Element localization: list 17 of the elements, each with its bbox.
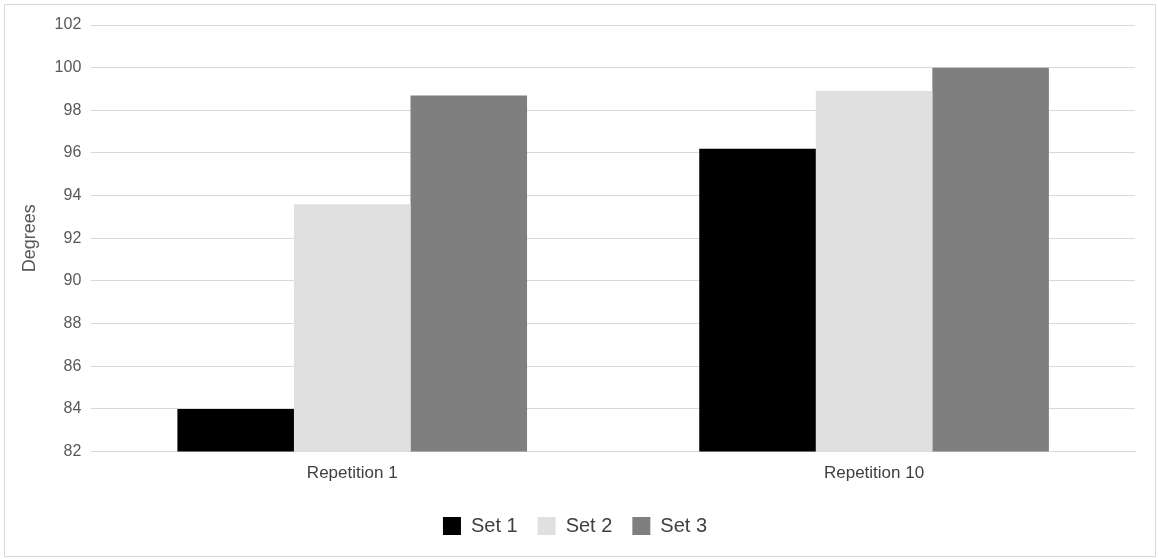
y-tick-label: 92	[63, 228, 82, 246]
legend-label: Set 2	[565, 513, 613, 536]
y-tick-label: 86	[63, 356, 82, 374]
legend-label: Set 1	[470, 513, 518, 536]
y-tick-label: 100	[54, 58, 82, 76]
y-tick-label: 82	[63, 442, 82, 460]
y-tick-label: 94	[63, 186, 82, 204]
y-tick-label: 96	[63, 143, 82, 161]
x-tick-label: Repetition 1	[306, 463, 398, 483]
y-tick-label: 98	[63, 100, 82, 118]
x-tick-label: Repetition 10	[823, 463, 925, 483]
y-axis-title: Degrees	[18, 204, 39, 273]
y-tick-label: 90	[63, 271, 82, 289]
y-tick-label: 88	[63, 314, 82, 332]
y-tick-label: 102	[54, 15, 82, 33]
y-tick-label: 84	[63, 399, 82, 417]
legend-label: Set 3	[660, 513, 708, 536]
